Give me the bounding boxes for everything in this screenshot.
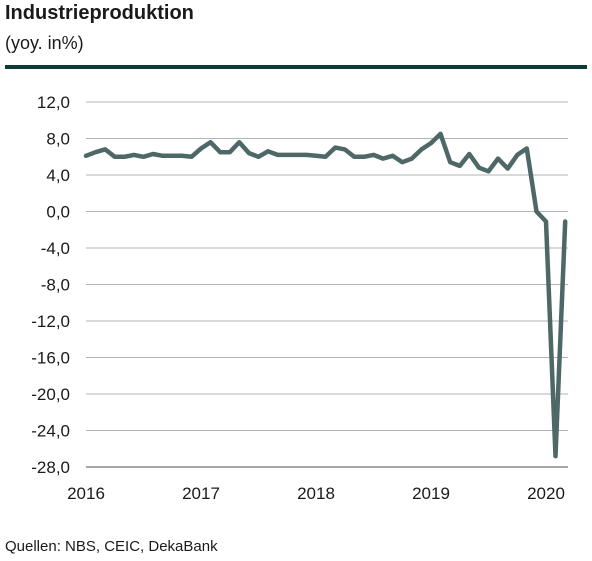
y-tick-label: -28,0 — [31, 458, 70, 477]
y-tick-label: -12,0 — [31, 312, 70, 331]
series-line-industrial-production — [83, 131, 568, 459]
x-tick-label: 2016 — [67, 484, 105, 503]
y-tick-label: 0,0 — [46, 203, 70, 222]
x-tick-label: 2020 — [527, 484, 565, 503]
x-tick-label: 2017 — [182, 484, 220, 503]
y-tick-label: -16,0 — [31, 349, 70, 368]
title-rule — [5, 65, 587, 69]
y-tick-label: -20,0 — [31, 385, 70, 404]
y-axis-tick-labels: 12,0 8,0 4,0 0,0 -4,0 -8,0 -12,0 -16,0 -20,0 -24,… — [31, 93, 70, 477]
x-axis-tick-labels: 2016 2017 2018 2019 2020 — [67, 484, 565, 503]
y-tick-label: -24,0 — [31, 422, 70, 441]
y-tick-label: -4,0 — [41, 239, 70, 258]
x-tick-label: 2018 — [297, 484, 335, 503]
y-tick-label: 12,0 — [37, 93, 70, 112]
gridlines — [86, 101, 568, 431]
chart-subtitle: (yoy. in%) — [5, 33, 84, 53]
source-note: Quellen: NBS, CEIC, DekaBank — [5, 538, 218, 555]
y-tick-label: -8,0 — [41, 276, 70, 295]
x-tick-label: 2019 — [412, 484, 450, 503]
y-tick-label: 8,0 — [46, 130, 70, 149]
y-tick-label: 4,0 — [46, 166, 70, 185]
chart-title: Industrieproduktion — [5, 2, 194, 24]
